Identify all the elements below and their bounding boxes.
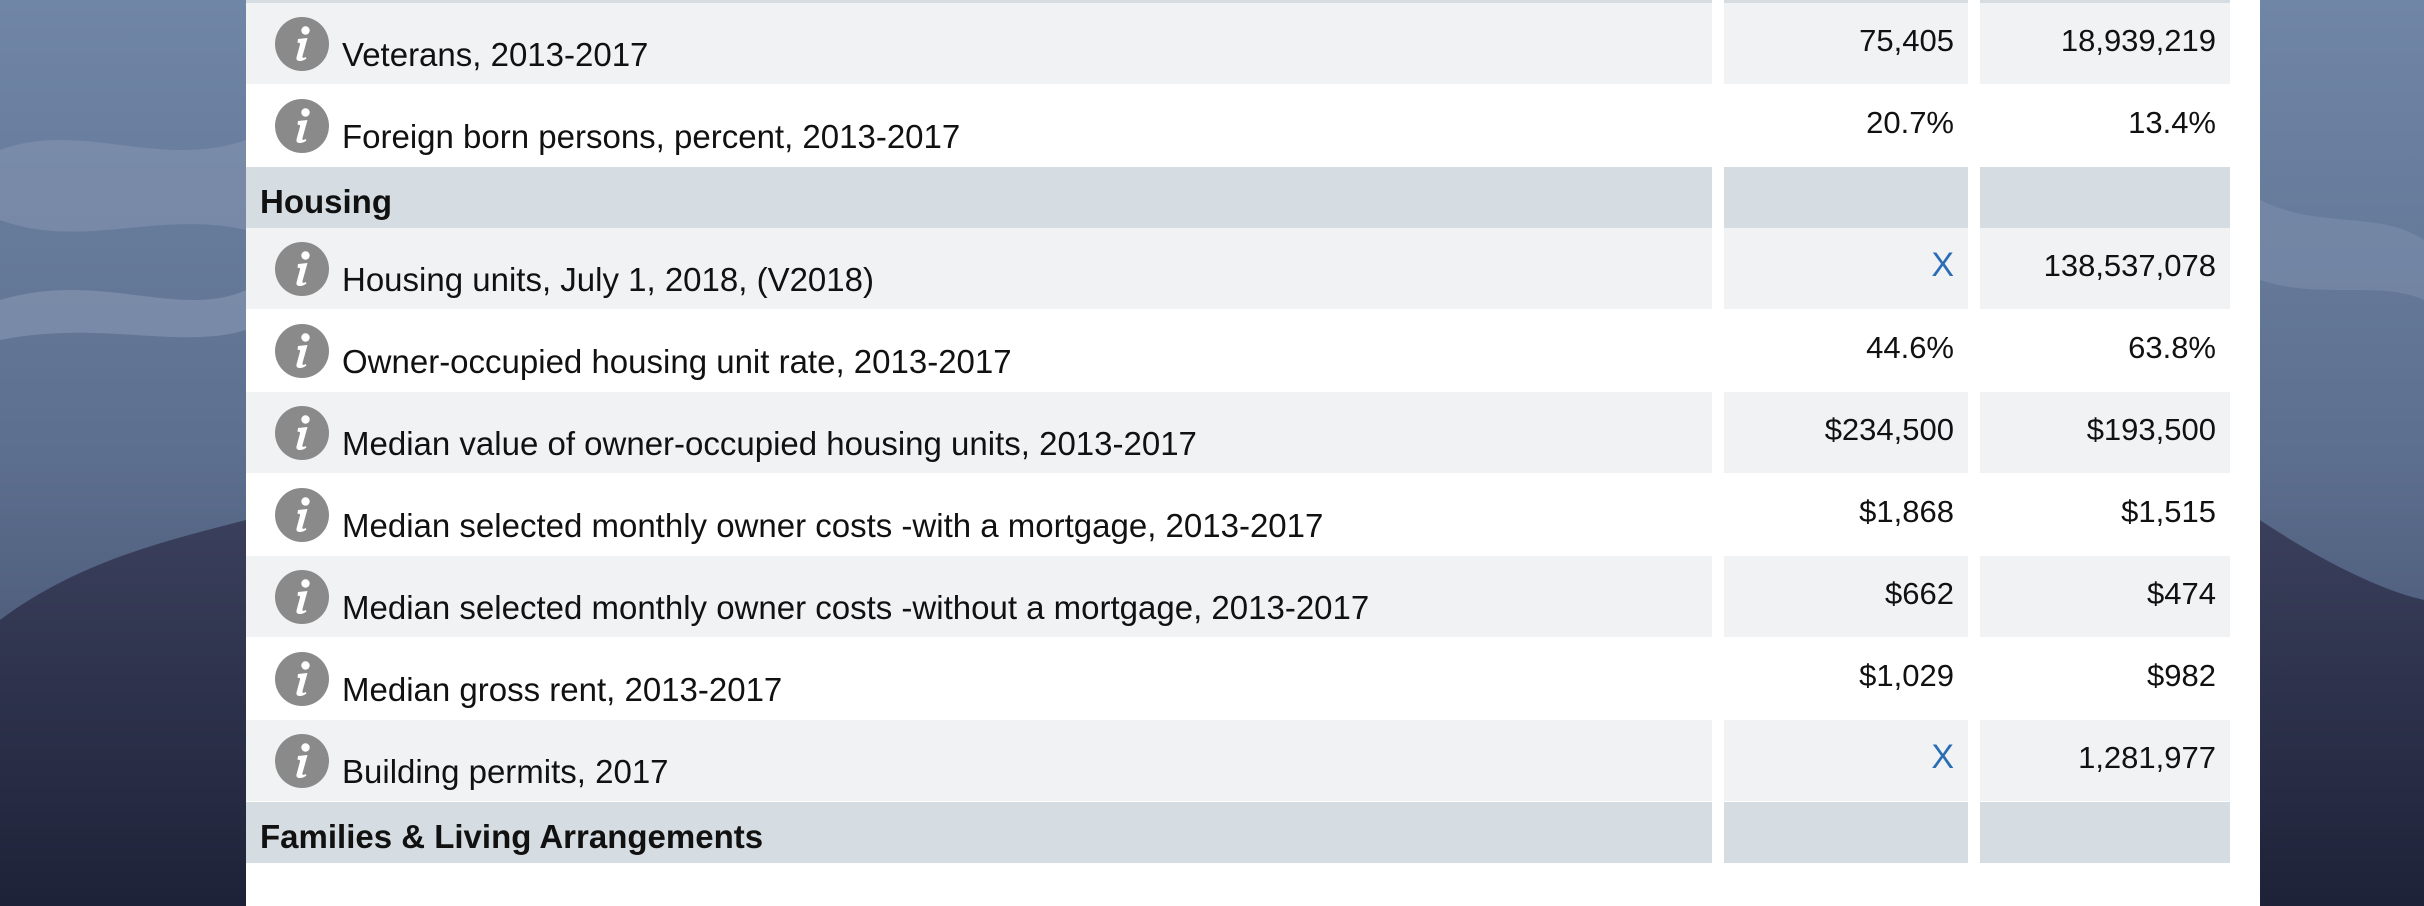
section-header-cell: Housing [246,167,1712,228]
county-value-cell: 20.7% [1724,85,1968,166]
fact-label: Veterans, 2013-2017 [342,36,649,73]
fact-label-cell: Median selected monthly owner costs -wit… [246,556,1712,637]
us-value-cell: $193,500 [1980,392,2230,473]
fact-label: Median gross rent, 2013-2017 [342,671,783,708]
fact-label-cell: Median selected monthly owner costs -wit… [246,474,1712,555]
fact-label-cell: Owner-occupied housing unit rate, 2013-2… [246,310,1712,391]
fact-label-cell: Median value of owner-occupied housing u… [246,392,1712,473]
us-value-cell: 1,281,977 [1980,720,2230,801]
info-circle-icon[interactable] [274,323,330,379]
table-row: Building permits, 2017 X 1,281,977 [246,720,2231,801]
table-row: Veterans, 2013-2017 75,405 18,939,219 [246,3,2231,84]
county-value: 44.6% [1866,330,1954,365]
section-header-row: Population Characteristics [246,0,2231,3]
fact-label-cell: Median gross rent, 2013-2017 [246,638,1712,719]
info-circle-icon[interactable] [274,487,330,543]
table-row: Median selected monthly owner costs -wit… [246,474,2231,555]
fact-label-cell: Foreign born persons, percent, 2013-2017 [246,85,1712,166]
county-value-na-link[interactable]: X [1931,246,1954,284]
section-header-us-cell [1980,167,2230,228]
us-value-cell: $1,515 [1980,474,2230,555]
table-row: Owner-occupied housing unit rate, 2013-2… [246,310,2231,391]
table-row: Median gross rent, 2013-2017 $1,029 $982 [246,638,2231,719]
info-circle-icon[interactable] [274,98,330,154]
info-circle-icon[interactable] [274,733,330,789]
info-circle-icon[interactable] [274,241,330,297]
us-value-cell: $982 [1980,638,2230,719]
table-row: Median value of owner-occupied housing u… [246,392,2231,473]
us-value: $1,515 [2121,494,2216,529]
county-value-cell: X [1724,720,1968,801]
county-value-cell: $1,029 [1724,638,1968,719]
section-title: Families & Living Arrangements [260,818,764,855]
us-value: $193,500 [2086,412,2216,447]
fact-label: Housing units, July 1, 2018, (V2018) [342,261,874,298]
us-value-cell: 63.8% [1980,310,2230,391]
table-row: Foreign born persons, percent, 2013-2017… [246,85,2231,166]
info-circle-icon[interactable] [274,405,330,461]
section-header-county-cell [1724,167,1968,228]
fact-label-cell: Veterans, 2013-2017 [246,3,1712,84]
fact-label-cell: Building permits, 2017 [246,720,1712,801]
county-value: $234,500 [1824,412,1954,447]
county-value-na-link[interactable]: X [1931,738,1954,776]
us-value: 18,939,219 [2060,23,2216,58]
county-value-cell: $662 [1724,556,1968,637]
section-header-county-cell [1724,0,1968,3]
county-value: 75,405 [1859,23,1954,58]
county-value-cell: 75,405 [1724,3,1968,84]
table-row: Median selected monthly owner costs -wit… [246,556,2231,637]
us-value: 138,537,078 [2043,248,2216,283]
us-value-cell: 138,537,078 [1980,228,2230,309]
us-value: 13.4% [2128,105,2216,140]
fact-label: Building permits, 2017 [342,753,669,790]
us-value: $982 [2147,658,2216,693]
county-value: 20.7% [1866,105,1954,140]
section-header-row: Families & Living Arrangements [246,802,2231,863]
fact-label-cell: Housing units, July 1, 2018, (V2018) [246,228,1712,309]
fact-label: Owner-occupied housing unit rate, 2013-2… [342,343,1012,380]
section-header-row: Housing [246,167,2231,228]
section-title: Housing [260,183,392,220]
info-circle-icon[interactable] [274,651,330,707]
section-header-us-cell [1980,0,2230,3]
us-value-cell: $474 [1980,556,2230,637]
county-value-cell: $1,868 [1724,474,1968,555]
county-value: $662 [1885,576,1954,611]
us-value-cell: 18,939,219 [1980,3,2230,84]
facts-table: Population Characteristics Veterans, 201… [246,0,2231,863]
us-value: 1,281,977 [2078,740,2216,775]
fact-label: Median selected monthly owner costs -wit… [342,507,1324,544]
us-value: 63.8% [2128,330,2216,365]
county-value-cell: $234,500 [1724,392,1968,473]
county-value-cell: 44.6% [1724,310,1968,391]
section-header-cell: Families & Living Arrangements [246,802,1712,863]
census-quickfacts-table-window: Population Characteristics Veterans, 201… [246,0,2260,906]
section-header-us-cell [1980,802,2230,863]
us-value: $474 [2147,576,2216,611]
fact-label: Median value of owner-occupied housing u… [342,425,1197,462]
section-header-cell: Population Characteristics [246,0,1712,3]
table-row: Housing units, July 1, 2018, (V2018) X 1… [246,228,2231,309]
fact-label: Foreign born persons, percent, 2013-2017 [342,118,961,155]
county-value: $1,029 [1859,658,1954,693]
fact-label: Median selected monthly owner costs -wit… [342,589,1370,626]
county-value: $1,868 [1859,494,1954,529]
info-circle-icon[interactable] [274,569,330,625]
county-value-cell: X [1724,228,1968,309]
section-header-county-cell [1724,802,1968,863]
info-circle-icon[interactable] [274,16,330,72]
us-value-cell: 13.4% [1980,85,2230,166]
